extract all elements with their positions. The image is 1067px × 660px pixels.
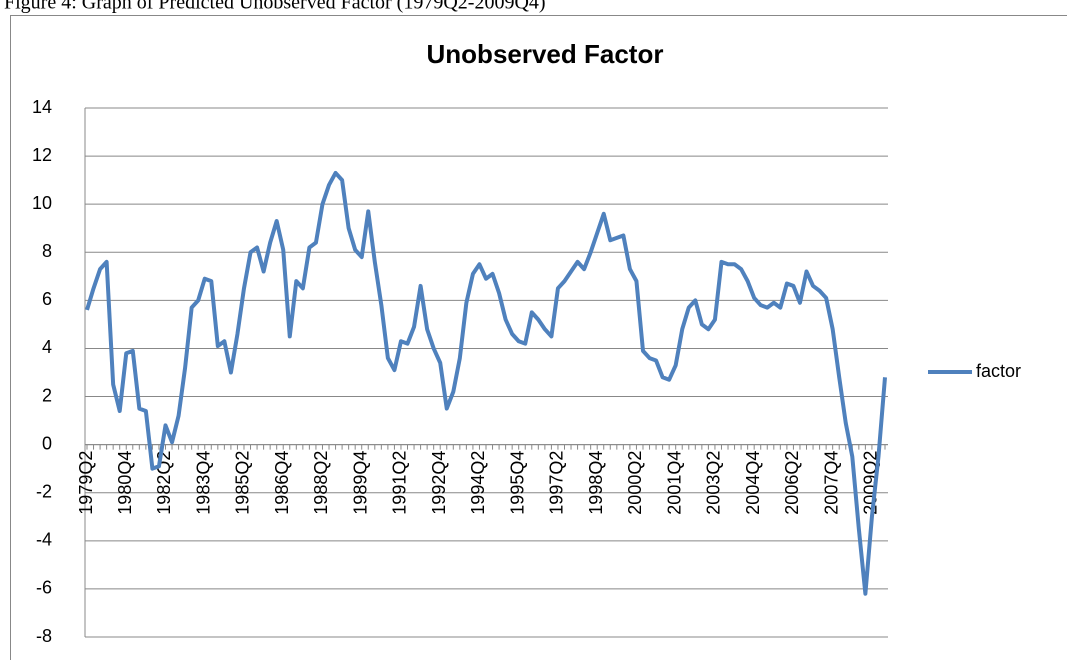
x-tick-label: 1994Q2 — [468, 451, 488, 515]
x-tick-label: 1980Q4 — [115, 451, 135, 515]
y-tick-label: -8 — [36, 626, 52, 646]
x-tick-label: 1988Q2 — [311, 451, 331, 515]
chart-title: Unobserved Factor — [427, 39, 664, 69]
caption: Figure 4: Graph of Predicted Unobserved … — [4, 0, 546, 14]
y-tick-label: 0 — [42, 433, 52, 453]
x-tick-label: 2004Q4 — [743, 451, 763, 515]
series-line — [85, 170, 887, 596]
y-tick-label: 14 — [32, 97, 52, 117]
y-tick-label: -6 — [36, 578, 52, 598]
x-tick-label: 1992Q4 — [429, 451, 449, 515]
x-tick-label: 1995Q4 — [507, 451, 527, 515]
x-tick-label: 2003Q2 — [704, 451, 724, 515]
x-tick-label: 1991Q2 — [390, 451, 410, 515]
x-tick-label: 2001Q4 — [664, 451, 684, 515]
chart-border — [10, 15, 1067, 660]
y-tick-label: -2 — [36, 481, 52, 501]
x-tick-label: 1986Q4 — [272, 451, 292, 515]
x-tick-label: 1989Q4 — [350, 451, 370, 515]
x-tick-label: 2000Q2 — [625, 451, 645, 515]
y-tick-label: 10 — [32, 193, 52, 213]
y-tick-label: 12 — [32, 145, 52, 165]
x-tick-label: 1979Q2 — [76, 451, 96, 515]
x-tick-label: 1983Q4 — [193, 451, 213, 515]
x-tick-label: 1997Q2 — [547, 451, 567, 515]
y-tick-label: 6 — [42, 289, 52, 309]
y-tick-label: -4 — [36, 530, 52, 550]
x-tick-label: 2007Q4 — [821, 451, 841, 515]
y-tick-label: 4 — [42, 337, 52, 357]
x-tick-label: 1985Q2 — [233, 451, 253, 515]
x-tick-label: 1998Q4 — [586, 451, 606, 515]
legend-label: factor — [976, 361, 1021, 381]
x-tick-label: 1982Q2 — [154, 451, 174, 515]
y-tick-label: 2 — [42, 385, 52, 405]
x-tick-label: 2006Q2 — [782, 451, 802, 515]
y-tick-label: 8 — [42, 241, 52, 261]
